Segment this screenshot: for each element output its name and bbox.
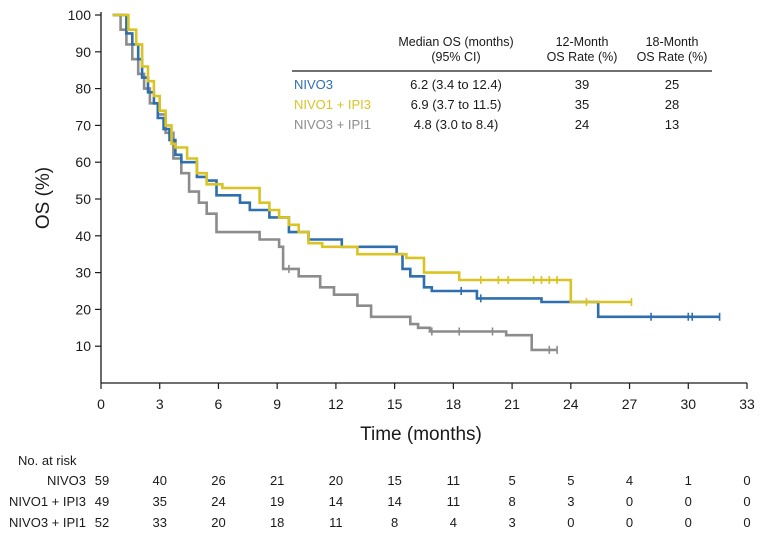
table-header: 12-Month xyxy=(556,35,609,49)
at-risk-value: 11 xyxy=(329,515,343,530)
x-tick-label: 0 xyxy=(97,396,105,412)
table-18m-rate: 13 xyxy=(665,117,679,132)
at-risk-value: 1 xyxy=(685,473,692,488)
table-median: 4.8 (3.0 to 8.4) xyxy=(414,117,499,132)
at-risk-row-label: NIVO1 + IPI3 xyxy=(9,494,86,509)
y-tick-label: 80 xyxy=(75,81,91,97)
at-risk-value: 0 xyxy=(626,515,633,530)
at-risk-value: 8 xyxy=(391,515,398,530)
at-risk-value: 18 xyxy=(270,515,284,530)
at-risk-value: 8 xyxy=(508,494,515,509)
at-risk-value: 40 xyxy=(152,473,166,488)
at-risk-value: 0 xyxy=(743,473,750,488)
x-tick-label: 33 xyxy=(739,396,755,412)
table-header: Median OS (months) xyxy=(398,35,513,49)
table-header: 18-Month xyxy=(646,35,699,49)
y-tick-label: 10 xyxy=(75,338,91,354)
y-tick-label: 30 xyxy=(75,265,91,281)
series-line-nivo3 xyxy=(112,13,720,319)
at-risk-value: 49 xyxy=(95,494,109,509)
y-tick-label: 70 xyxy=(75,117,91,133)
at-risk-value: 0 xyxy=(743,494,750,509)
table-median: 6.2 (3.4 to 12.4) xyxy=(410,77,502,92)
table-18m-rate: 25 xyxy=(665,77,679,92)
at-risk-value: 5 xyxy=(567,473,574,488)
table-arm-label: NIVO1 + IPI3 xyxy=(294,97,371,112)
x-tick-label: 30 xyxy=(680,396,696,412)
y-ticks: 10 20 30 40 50 60 70 80 90 100 xyxy=(68,7,101,354)
at-risk-value: 0 xyxy=(626,494,633,509)
at-risk-value: 0 xyxy=(743,515,750,530)
table-arm-label: NIVO3 xyxy=(294,77,333,92)
y-tick-label: 40 xyxy=(75,228,91,244)
at-risk-row-label: NIVO3 + IPI1 xyxy=(9,515,86,530)
at-risk-value: 0 xyxy=(685,515,692,530)
at-risk-value: 3 xyxy=(508,515,515,530)
at-risk-value: 0 xyxy=(567,515,574,530)
at-risk-value: 3 xyxy=(567,494,574,509)
at-risk-value: 21 xyxy=(270,473,284,488)
y-tick-label: 50 xyxy=(75,191,91,207)
y-tick-label: 90 xyxy=(75,44,91,60)
table-header: OS Rate (%) xyxy=(547,50,618,64)
at-risk-value: 14 xyxy=(329,494,343,509)
table-header: OS Rate (%) xyxy=(637,50,708,64)
x-tick-label: 27 xyxy=(622,396,638,412)
axes xyxy=(100,12,747,384)
table-12m-rate: 24 xyxy=(575,117,589,132)
x-tick-label: 15 xyxy=(387,396,403,412)
at-risk-value: 20 xyxy=(211,515,225,530)
at-risk-value: 4 xyxy=(626,473,633,488)
y-tick-label: 60 xyxy=(75,154,91,170)
x-axis-title: Time (months) xyxy=(360,424,482,445)
at-risk-value: 14 xyxy=(387,494,401,509)
x-tick-label: 3 xyxy=(156,396,164,412)
x-ticks: 0 3 6 9 12 15 18 21 24 27 30 33 xyxy=(97,383,755,412)
at-risk-value: 11 xyxy=(447,494,461,509)
x-tick-label: 24 xyxy=(563,396,579,412)
at-risk-value: 19 xyxy=(270,494,284,509)
x-tick-label: 18 xyxy=(446,396,462,412)
y-axis-title: OS (%) xyxy=(33,167,54,229)
at-risk-value: 59 xyxy=(95,473,109,488)
table-18m-rate: 28 xyxy=(665,97,679,112)
x-tick-label: 12 xyxy=(328,396,344,412)
series-group xyxy=(112,13,721,354)
at-risk-row-label: NIVO3 xyxy=(47,473,86,488)
at-risk-value: 35 xyxy=(152,494,166,509)
at-risk-value: 26 xyxy=(211,473,225,488)
x-tick-label: 21 xyxy=(504,396,520,412)
x-tick-label: 6 xyxy=(215,396,223,412)
y-tick-label: 20 xyxy=(75,301,91,317)
at-risk-value: 20 xyxy=(329,473,343,488)
at-risk-value: 24 xyxy=(211,494,225,509)
at-risk-value: 52 xyxy=(95,515,109,530)
table-arm-label: NIVO3 + IPI1 xyxy=(294,117,371,132)
x-tick-label: 9 xyxy=(273,396,281,412)
table-12m-rate: 39 xyxy=(575,77,589,92)
at-risk-title: No. at risk xyxy=(18,453,77,468)
at-risk-value: 33 xyxy=(152,515,166,530)
at-risk-value: 11 xyxy=(447,473,461,488)
table-header: (95% CI) xyxy=(431,50,480,64)
series-line-nivo1-ipi3 xyxy=(112,13,632,304)
table-12m-rate: 35 xyxy=(575,97,589,112)
at-risk-value: 15 xyxy=(387,473,401,488)
y-tick-label: 100 xyxy=(68,7,92,23)
table-median: 6.9 (3.7 to 11.5) xyxy=(411,97,502,112)
at-risk-value: 4 xyxy=(450,515,457,530)
at-risk-value: 5 xyxy=(508,473,515,488)
at-risk-value: 0 xyxy=(685,494,692,509)
